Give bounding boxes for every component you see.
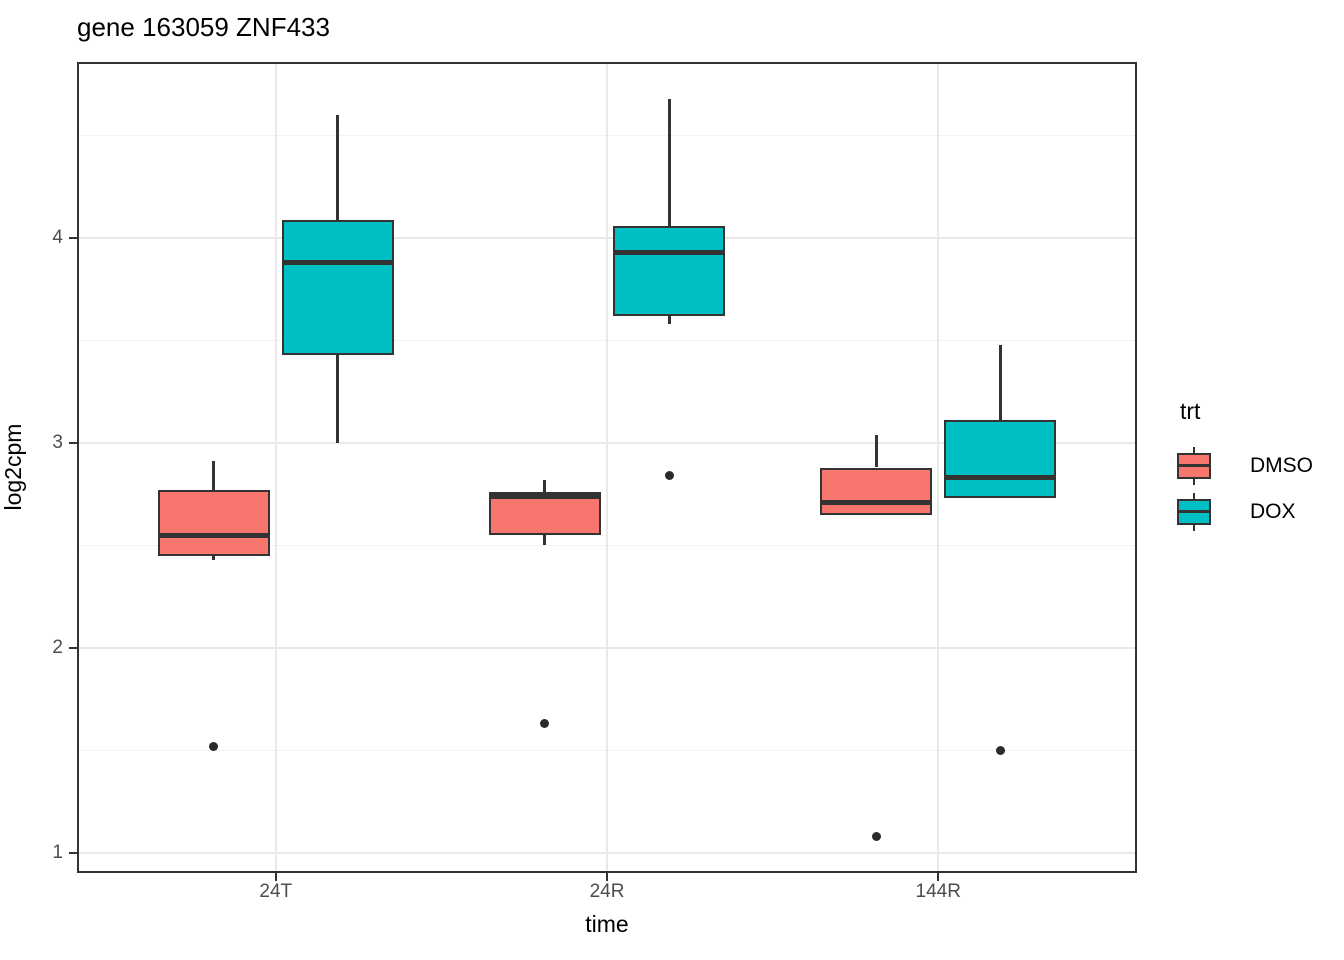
y-tick-label: 1	[52, 841, 63, 863]
legend-key-boxplot-icon	[1176, 447, 1212, 485]
lower-whisker	[667, 315, 671, 325]
box-dox-144R	[944, 420, 1057, 499]
y-axis-title: log2cpm	[0, 423, 26, 511]
y-tick-mark	[69, 441, 77, 444]
median-line	[613, 249, 725, 255]
median-line	[944, 475, 1057, 481]
plot-title: gene 163059 ZNF433	[77, 12, 330, 42]
y-tick-label: 3	[52, 431, 63, 453]
upper-whisker	[874, 434, 878, 468]
outlier-point	[209, 741, 219, 751]
legend-label: DOX	[1250, 500, 1296, 523]
x-tick-label: 24T	[259, 881, 293, 902]
box-dmso-24T	[157, 490, 270, 556]
outlier-point	[995, 745, 1005, 755]
median-line	[820, 499, 933, 505]
y-tick-mark	[69, 646, 77, 649]
outlier-point	[664, 471, 674, 481]
box-dox-24T	[281, 219, 394, 355]
outlier-point	[871, 831, 881, 841]
lower-whisker	[212, 555, 216, 560]
legend-key-median	[1179, 510, 1209, 513]
outlier-point	[540, 718, 550, 728]
y-tick-label: 4	[52, 227, 63, 249]
x-axis-title: time	[585, 911, 629, 937]
legend-key-boxplot-icon	[1176, 493, 1212, 531]
y-tick-mark	[69, 851, 77, 854]
upper-whisker	[336, 115, 340, 220]
median-line	[281, 260, 394, 266]
x-tick-mark	[937, 873, 940, 881]
gridline-major-vertical	[937, 62, 940, 873]
upper-whisker	[667, 98, 671, 226]
median-line	[488, 493, 601, 499]
box-dmso-24R	[488, 492, 601, 536]
x-tick-label: 144R	[915, 881, 961, 902]
box-dox-24R	[613, 225, 725, 316]
x-tick-label: 24R	[589, 881, 625, 902]
lower-whisker	[543, 535, 547, 546]
x-tick-mark	[606, 873, 608, 881]
upper-whisker	[212, 461, 216, 490]
legend-key-median	[1179, 464, 1209, 467]
y-tick-mark	[69, 237, 77, 240]
gridline-major-vertical	[606, 62, 608, 873]
gridline-major-vertical	[274, 62, 277, 873]
plot-panel	[77, 62, 1137, 873]
lower-whisker	[336, 354, 340, 443]
legend-title: trt	[1180, 398, 1201, 424]
upper-whisker	[998, 344, 1002, 421]
upper-whisker	[543, 479, 547, 493]
box-dmso-144R	[820, 467, 933, 515]
x-tick-mark	[274, 873, 277, 881]
median-line	[157, 532, 270, 538]
legend-label: DMSO	[1250, 454, 1313, 477]
y-tick-label: 2	[52, 636, 63, 658]
